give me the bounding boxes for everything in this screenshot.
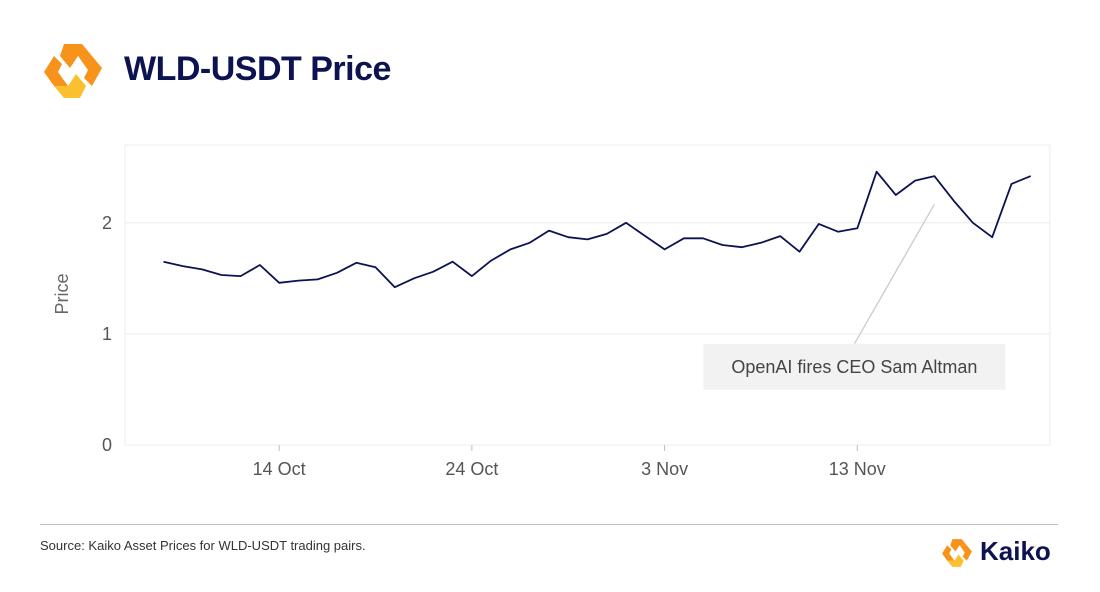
x-tick-label: 3 Nov <box>641 459 688 479</box>
logo-segment-top <box>60 44 92 68</box>
price-chart: 0 1 2 14 Oct 24 Oct 3 Nov 13 Nov Price OpenAI… <box>52 144 1051 479</box>
x-tick-label: 24 Oct <box>445 459 498 479</box>
footer-brand: Kaiko <box>940 534 1070 570</box>
annotation-leader-line <box>853 204 935 345</box>
x-axis: 14 Oct 24 Oct 3 Nov 13 Nov <box>253 445 886 479</box>
kaiko-logo-icon <box>44 44 102 98</box>
logo-segment-right <box>78 56 102 86</box>
y-tick-label: 0 <box>102 435 112 455</box>
annotation-label: OpenAI fires CEO Sam Altman <box>731 357 977 377</box>
x-tick-label: 13 Nov <box>829 459 886 479</box>
brand-name: Kaiko <box>980 536 1051 566</box>
y-axis-title: Price <box>52 273 72 314</box>
annotation: OpenAI fires CEO Sam Altman <box>703 204 1006 390</box>
kaiko-footer-logo-icon <box>942 539 972 567</box>
page-title: WLD-USDT Price <box>124 50 391 88</box>
logo-segment-bottom <box>54 74 86 98</box>
footer-divider <box>40 524 1058 525</box>
x-tick-label: 14 Oct <box>253 459 306 479</box>
wld-usdt-price-line <box>163 170 1032 289</box>
chart-grid <box>124 144 1051 446</box>
plot-border <box>124 144 1051 446</box>
y-tick-label: 1 <box>102 324 112 344</box>
annotation-box <box>703 343 1006 390</box>
y-axis: 0 1 2 <box>102 213 112 455</box>
logo-segment-left <box>44 56 68 86</box>
y-tick-label: 2 <box>102 213 112 233</box>
source-note: Source: Kaiko Asset Prices for WLD-USDT … <box>40 538 366 553</box>
